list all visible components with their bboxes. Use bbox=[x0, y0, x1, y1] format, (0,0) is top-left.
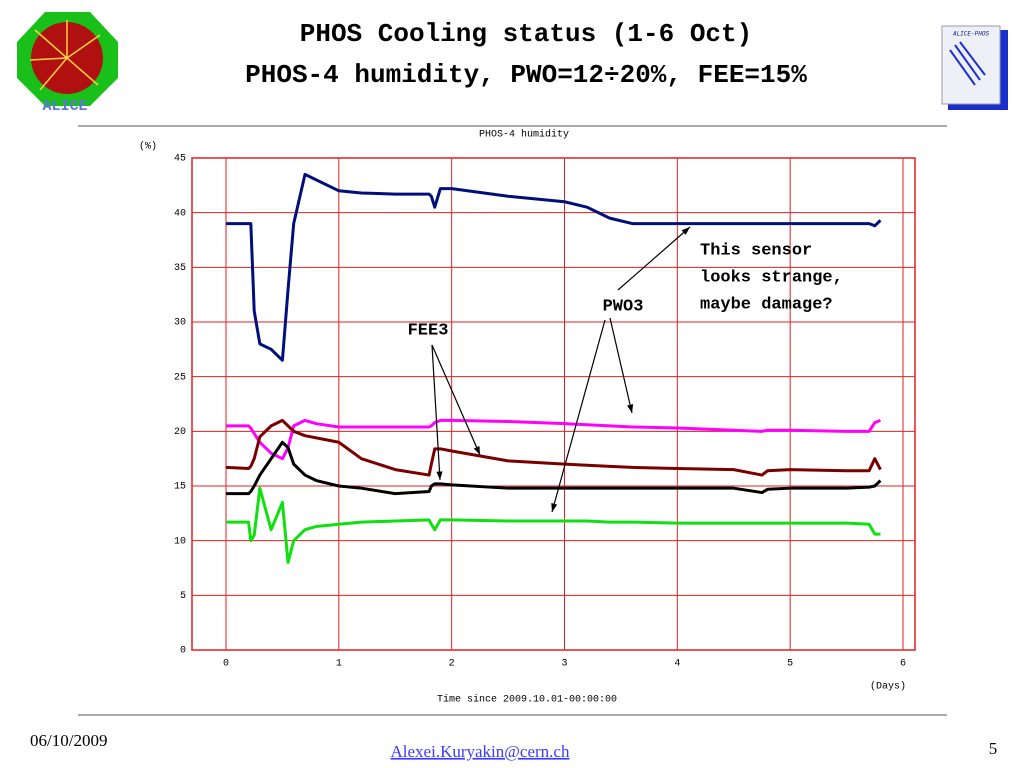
series-line bbox=[226, 440, 882, 496]
arrow bbox=[431, 344, 481, 456]
x-unit: (Days) bbox=[870, 681, 906, 693]
arrow-head bbox=[473, 446, 480, 455]
annotation: FEE3 bbox=[408, 321, 449, 340]
x-tick-label: 3 bbox=[561, 659, 567, 670]
y-tick-label: 5 bbox=[180, 591, 186, 602]
y-tick-label: 45 bbox=[174, 154, 186, 165]
series-line bbox=[226, 172, 882, 362]
annotation: This sensor bbox=[700, 241, 812, 260]
y-axis-label: (%) bbox=[139, 141, 157, 153]
y-tick-label: 10 bbox=[174, 536, 186, 547]
x-tick-label: 5 bbox=[787, 659, 793, 670]
y-tick-label: 35 bbox=[174, 263, 186, 274]
series-line bbox=[225, 418, 882, 477]
arrow-head bbox=[551, 503, 558, 512]
x-tick-label: 6 bbox=[900, 659, 906, 670]
y-tick-label: 15 bbox=[174, 482, 186, 493]
x-tick-label: 2 bbox=[449, 659, 455, 670]
email[interactable]: Alexei.Kuryakin@cern.ch bbox=[391, 742, 570, 761]
y-tick-label: 25 bbox=[174, 372, 186, 383]
logo-text: ALICE bbox=[42, 98, 87, 115]
series-line bbox=[226, 486, 881, 565]
x-tick-label: 1 bbox=[336, 659, 342, 670]
annotation: looks strange, bbox=[700, 268, 843, 287]
slide-title: PHOS-4 humidity, PWO=12÷20%, FEE=15% bbox=[245, 60, 807, 90]
plot-frame bbox=[191, 157, 916, 651]
chart-title: PHOS-4 humidity bbox=[479, 129, 569, 141]
arrow bbox=[617, 226, 691, 291]
slide-title: PHOS Cooling status (1-6 Oct) bbox=[300, 19, 752, 49]
y-tick-label: 20 bbox=[174, 427, 186, 438]
y-tick-label: 0 bbox=[180, 646, 186, 657]
arrow bbox=[431, 344, 441, 481]
arrow-head bbox=[436, 471, 443, 480]
page-number: 5 bbox=[989, 739, 998, 758]
alice-logo bbox=[17, 12, 118, 106]
arrow-head bbox=[627, 404, 634, 413]
x-axis-label: Time since 2009.10.01-00:00:00 bbox=[437, 694, 617, 706]
x-tick-label: 0 bbox=[223, 659, 229, 670]
annotation: PWO3 bbox=[603, 297, 644, 316]
y-tick-label: 40 bbox=[174, 208, 186, 219]
arrow-head bbox=[681, 227, 690, 235]
arrow bbox=[609, 317, 633, 414]
arrow bbox=[551, 319, 606, 513]
x-tick-label: 4 bbox=[674, 659, 680, 670]
y-tick-label: 30 bbox=[174, 318, 186, 329]
logo-caption: ALICE-PHOS bbox=[952, 31, 989, 38]
annotation: maybe damage? bbox=[700, 295, 833, 314]
phos-logo bbox=[941, 25, 1008, 110]
date: 06/10/2009 bbox=[30, 731, 107, 750]
